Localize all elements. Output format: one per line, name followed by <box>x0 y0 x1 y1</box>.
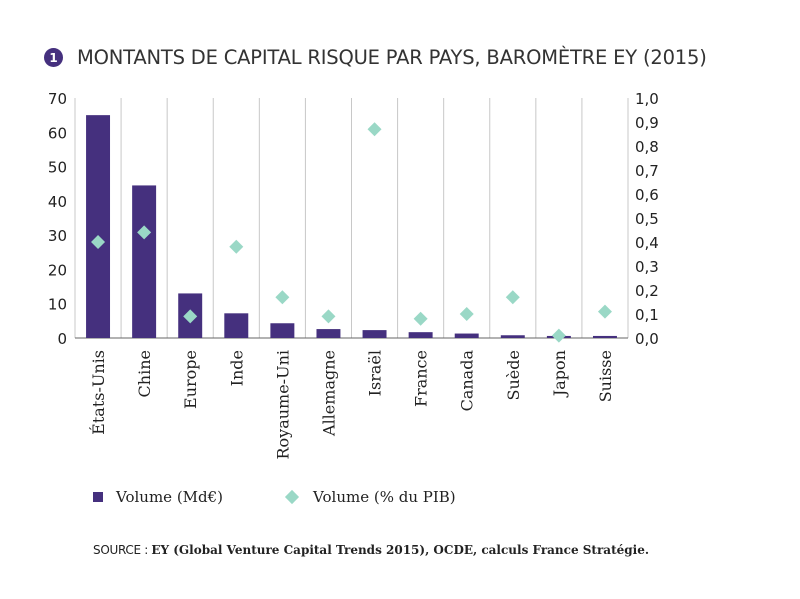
diamond-marker <box>137 225 152 240</box>
y-left-tick-label: 40 <box>48 193 67 211</box>
bar <box>224 313 249 338</box>
legend-label-volume-md: Volume (Md€) <box>116 488 224 506</box>
y-right-tick-label: 0,9 <box>635 114 659 132</box>
bar <box>592 335 617 338</box>
diamond-marker <box>321 309 336 324</box>
y-right-tick-label: 0,7 <box>635 162 659 180</box>
chart-plot: 0 10 20 30 40 50 60 70 0,0 0,1 0,2 0,3 0,4 0,5 0,6 0,7 0… <box>48 90 659 460</box>
source-note: SOURCE : EY (Global Venture Capital Tren… <box>93 543 649 557</box>
y-right-tick-label: 0,3 <box>635 258 659 276</box>
legend-item-volume-md: Volume (Md€) <box>93 488 223 506</box>
y-right-tick-label: 0,2 <box>635 282 659 300</box>
bar <box>132 185 157 338</box>
x-tick-label: Israël <box>366 350 385 396</box>
x-tick-label: Canada <box>458 350 477 412</box>
chart-title: MONTANTS DE CAPITAL RISQUE PAR PAYS, BAR… <box>77 46 707 69</box>
bar <box>270 323 295 338</box>
y-right-tick-label: 0,6 <box>635 186 659 204</box>
legend-bar-swatch <box>93 492 103 502</box>
bar <box>362 330 387 338</box>
y-right-tick-label: 1,0 <box>635 90 659 108</box>
x-tick-label: France <box>412 350 431 407</box>
bar <box>86 115 111 339</box>
y-right-tick-label: 0,0 <box>635 330 659 348</box>
x-tick-label: Royaume-Uni <box>273 350 292 460</box>
y-right-tick-label: 0,1 <box>635 306 659 324</box>
y-left-tick-label: 10 <box>48 296 67 314</box>
x-tick-label: Chine <box>135 350 154 397</box>
bar <box>454 333 479 338</box>
source-label: SOURCE : <box>93 543 149 557</box>
x-tick-label: Europe <box>181 350 200 409</box>
y-right-tick-label: 0,4 <box>635 234 659 252</box>
y-left-tick-label: 30 <box>48 227 67 245</box>
y-right-tick-label: 0,5 <box>635 210 659 228</box>
diamond-marker <box>413 311 428 326</box>
y-left-tick-label: 60 <box>48 124 67 142</box>
diamond-marker <box>367 122 382 137</box>
y-left-tick-label: 50 <box>48 159 67 177</box>
legend-item-volume-pib: Volume (% du PIB) <box>284 488 456 506</box>
y-right-tick-label: 0,8 <box>635 138 659 156</box>
diamond-marker <box>551 328 566 343</box>
chart-legend: Volume (Md€) Volume (% du PIB) <box>93 488 518 506</box>
diamond-marker <box>229 239 244 254</box>
diamond-marker <box>459 307 474 321</box>
x-tick-label: Inde <box>227 350 246 386</box>
bar <box>408 332 433 338</box>
diamond-marker <box>597 304 612 319</box>
figure-number-badge: 1 <box>44 48 63 67</box>
y-left-tick-label: 70 <box>48 90 67 108</box>
bar <box>500 335 525 338</box>
diamond-marker <box>91 235 106 249</box>
x-tick-label: Suisse <box>596 350 615 402</box>
diamond-marker <box>183 309 198 324</box>
diamond-marker <box>275 290 290 305</box>
x-tick-label: États-Unis <box>88 350 108 435</box>
diamond-marker <box>505 290 520 305</box>
x-tick-label: Allemagne <box>319 350 338 437</box>
source-text: EY (Global Venture Capital Trends 2015),… <box>151 543 650 557</box>
y-left-tick-label: 0 <box>57 330 67 348</box>
x-tick-label: Japon <box>550 350 569 398</box>
legend-diamond-swatch <box>284 489 300 505</box>
legend-label-volume-pib: Volume (% du PIB) <box>313 488 456 506</box>
chart-title-row: 1 MONTANTS DE CAPITAL RISQUE PAR PAYS, B… <box>44 46 707 69</box>
y-left-tick-label: 20 <box>48 261 67 279</box>
x-tick-label: Suède <box>504 350 523 400</box>
bar <box>316 329 341 338</box>
